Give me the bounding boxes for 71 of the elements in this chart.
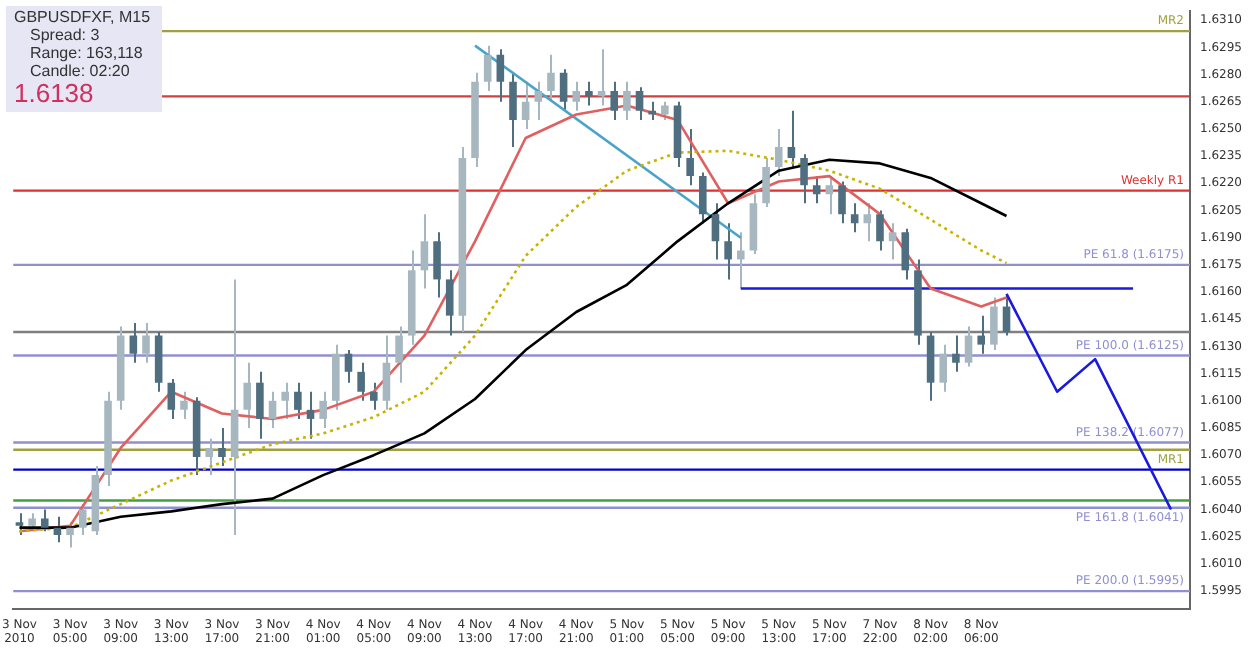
candlestick — [749, 193, 758, 256]
candlestick — [509, 71, 517, 149]
candlestick — [990, 296, 998, 352]
candlestick — [332, 343, 340, 411]
candlestick — [850, 202, 859, 234]
chart-title: GBPUSDFXF, M15 — [14, 8, 151, 26]
annotation: Candle: 02:20 — [28, 62, 132, 80]
candlestick — [230, 278, 239, 536]
candlestick — [218, 426, 226, 468]
candlestick — [661, 100, 669, 121]
candlestick — [559, 68, 568, 112]
candlestick — [901, 227, 910, 281]
candlestick — [699, 171, 707, 225]
candlestick — [686, 127, 694, 187]
candlestick — [1002, 292, 1011, 337]
candlestick — [382, 334, 391, 411]
candlestick — [15, 512, 24, 536]
candlestick — [420, 213, 429, 290]
candlestick — [205, 437, 214, 477]
candlestick — [774, 127, 783, 178]
annotation: Spread: 3 — [28, 26, 102, 44]
candlestick — [711, 202, 720, 261]
candlestick — [369, 381, 378, 411]
candlestick — [926, 330, 935, 402]
candlestick — [40, 508, 49, 533]
candlestick — [964, 325, 973, 368]
candlestick — [977, 314, 986, 355]
candlestick — [800, 153, 808, 205]
candlestick — [319, 390, 327, 429]
candlestick — [395, 325, 403, 384]
candlestick — [876, 209, 884, 252]
candlestick — [268, 390, 277, 429]
candlestick — [521, 80, 530, 130]
candlestick — [294, 381, 302, 420]
candlestick — [888, 222, 897, 261]
candlestick — [281, 381, 289, 420]
candlestick — [534, 80, 543, 121]
candlestick — [635, 86, 644, 121]
candlestick — [762, 156, 770, 208]
candlestick — [344, 349, 353, 384]
annotation: 1.6138 — [14, 78, 96, 108]
candlestick — [825, 175, 834, 216]
candlestick — [812, 175, 821, 205]
candlestick — [433, 231, 441, 299]
candlestick — [357, 361, 365, 402]
candlestick — [66, 521, 74, 549]
candlestick — [787, 109, 796, 169]
candlestick — [863, 202, 872, 243]
candlestick — [142, 321, 150, 364]
candlestick — [547, 53, 555, 103]
candlestick — [167, 378, 176, 420]
candlestick — [572, 80, 581, 112]
candlestick — [243, 361, 252, 429]
candlestick — [180, 390, 188, 420]
candlestick — [585, 80, 593, 107]
candlestick — [154, 330, 163, 393]
candlestick — [306, 390, 315, 440]
candlestick — [736, 231, 745, 290]
candlestick — [952, 334, 960, 373]
candlestick — [623, 80, 631, 121]
candlestick — [724, 222, 732, 281]
candlestick — [483, 44, 492, 92]
candlestick — [78, 503, 87, 536]
annotation: Range: 163,118 — [28, 44, 145, 62]
candlestick — [445, 269, 454, 337]
candlestick — [496, 48, 505, 103]
candlestick — [939, 343, 948, 393]
candlestick — [610, 80, 619, 121]
candlestick — [256, 370, 264, 440]
candlestick — [838, 180, 846, 225]
candlestick — [129, 321, 138, 364]
